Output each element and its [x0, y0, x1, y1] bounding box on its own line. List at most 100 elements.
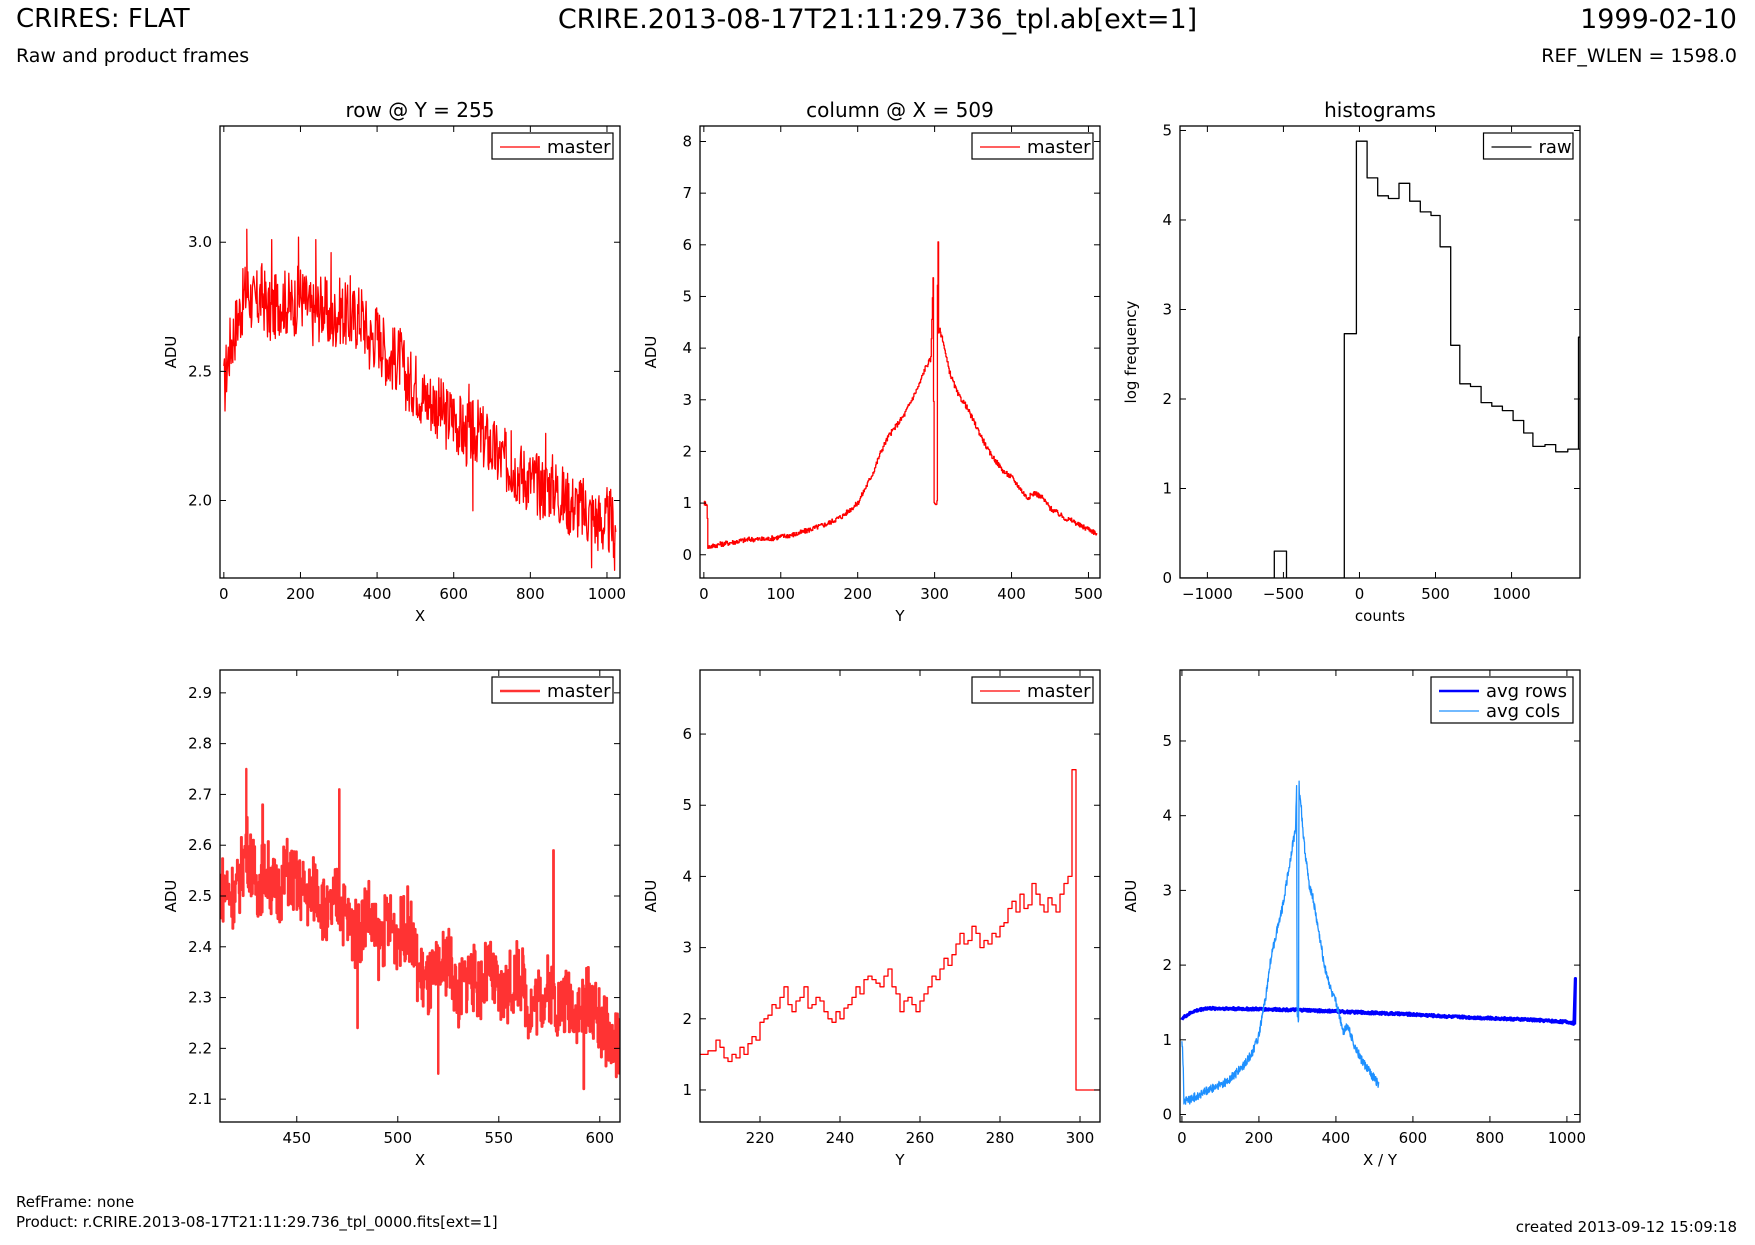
- x-tick-label: 200: [286, 585, 315, 603]
- y-tick-label: 3: [1162, 300, 1172, 318]
- y-axis-label: ADU: [642, 336, 660, 369]
- y-tick-label: 0: [1162, 1106, 1172, 1124]
- y-tick-label: 4: [682, 339, 692, 357]
- x-tick-label: 0: [1177, 1129, 1187, 1147]
- legend-label: master: [547, 137, 611, 158]
- x-tick-label: 1000: [1548, 1129, 1586, 1147]
- y-tick-label: 6: [682, 236, 692, 254]
- legend-label: master: [1027, 137, 1091, 158]
- y-tick-label: 4: [1162, 211, 1172, 229]
- y-tick-label: 2.8: [188, 735, 212, 753]
- x-axis-label: X: [415, 1151, 425, 1169]
- y-tick-label: 2: [1162, 956, 1172, 974]
- y-tick-label: 5: [1162, 732, 1172, 750]
- page-title: CRIRES: FLAT: [16, 4, 190, 34]
- x-tick-label: −1000: [1182, 585, 1233, 603]
- y-tick-label: 3: [682, 939, 692, 957]
- x-tick-label: 1000: [588, 585, 626, 603]
- y-tick-label: 5: [682, 287, 692, 305]
- y-tick-label: 0: [682, 546, 692, 564]
- y-tick-label: 2: [1162, 390, 1172, 408]
- chart-averages: 0 200 400 600 800 1000 0 1 2 3 4 5 X / Y ADU avg rowsa…: [1122, 669, 1586, 1169]
- legend-label: master: [547, 681, 611, 702]
- chart-title: column @ X = 509: [806, 98, 994, 122]
- x-tick-label: 240: [826, 1129, 855, 1147]
- y-tick-label: 6: [682, 725, 692, 743]
- x-tick-label: 0: [1355, 585, 1365, 603]
- chart-title: histograms: [1324, 98, 1436, 122]
- y-tick-label: 3: [1162, 881, 1172, 899]
- x-tick-label: 550: [484, 1129, 513, 1147]
- y-axis-label: ADU: [162, 336, 180, 369]
- x-tick-label: 800: [516, 585, 545, 603]
- axes-frame: [699, 669, 1101, 1123]
- legend: raw: [1482, 132, 1574, 160]
- y-tick-label: 7: [682, 184, 692, 202]
- legend-label: avg rows: [1486, 681, 1567, 702]
- x-tick-label: 600: [439, 585, 468, 603]
- x-tick-label: 200: [1245, 1129, 1274, 1147]
- x-axis-label: Y: [894, 1151, 905, 1169]
- legend-label: raw: [1539, 137, 1572, 158]
- x-tick-label: 0: [219, 585, 229, 603]
- legend-label: master: [1027, 681, 1091, 702]
- legend: master: [971, 676, 1094, 704]
- legend: master: [491, 676, 614, 704]
- chart-title: row @ Y = 255: [346, 98, 495, 122]
- product-label: Product: r.CRIRE.2013-08-17T21:11:29.736…: [16, 1213, 498, 1231]
- x-tick-label: 450: [282, 1129, 311, 1147]
- y-tick-label: 2.7: [188, 785, 212, 803]
- x-tick-label: 600: [585, 1129, 614, 1147]
- y-tick-label: 2.2: [188, 1039, 212, 1057]
- y-tick-label: 2.9: [188, 684, 212, 702]
- y-tick-label: 2.3: [188, 989, 212, 1007]
- x-tick-label: 600: [1399, 1129, 1428, 1147]
- x-tick-label: 0: [699, 585, 709, 603]
- y-axis-label: log frequency: [1122, 300, 1140, 403]
- x-axis-label: X: [415, 607, 425, 625]
- ref-frame-label: RefFrame: none: [16, 1193, 135, 1211]
- legend-box: [971, 676, 1094, 704]
- x-tick-label: 400: [997, 585, 1026, 603]
- x-tick-label: 260: [906, 1129, 935, 1147]
- page-subtitle: Raw and product frames: [16, 45, 250, 67]
- axes-frame: [219, 125, 621, 579]
- x-axis-label: Y: [894, 607, 905, 625]
- y-tick-label: 1: [682, 494, 692, 512]
- legend-box: [971, 132, 1094, 160]
- y-axis-label: ADU: [162, 880, 180, 913]
- chart-column-zoom: 220 240 260 280 300 1 2 3 4 5 6 Y ADU master: [642, 669, 1101, 1169]
- y-axis-label: ADU: [642, 880, 660, 913]
- legend: master: [971, 132, 1094, 160]
- axes-frame: [1179, 125, 1581, 579]
- series-line-raw: [1180, 140, 1580, 578]
- y-tick-label: 5: [682, 796, 692, 814]
- chart-column: 0 100 200 300 400 500 0 1 2 3 4 5 6 7 8 column @ X = 50…: [642, 98, 1103, 625]
- legend-box: [1482, 132, 1574, 160]
- y-tick-label: 1: [1162, 1031, 1172, 1049]
- axes-frame: [1179, 669, 1581, 1123]
- series-line-avg-rows: [1180, 977, 1577, 1026]
- y-tick-label: 5: [1162, 121, 1172, 139]
- created-timestamp: created 2013-09-12 15:09:18: [1515, 1218, 1737, 1236]
- legend-box: [491, 132, 614, 160]
- x-tick-label: 1000: [1492, 585, 1530, 603]
- series-line-avg-cols: [1181, 780, 1380, 1105]
- axes-frame: [699, 125, 1101, 579]
- y-axis-label: ADU: [1122, 880, 1140, 913]
- y-tick-label: 8: [682, 132, 692, 150]
- x-tick-label: 400: [1322, 1129, 1351, 1147]
- y-tick-label: 3: [682, 391, 692, 409]
- y-tick-label: 2.5: [188, 887, 212, 905]
- x-tick-label: −500: [1263, 585, 1304, 603]
- series-line-master: [220, 767, 620, 1091]
- legend-label: avg cols: [1486, 701, 1560, 722]
- series-line-master: [700, 769, 1100, 1091]
- legend: master: [491, 132, 614, 160]
- x-axis-label: X / Y: [1363, 1151, 1398, 1169]
- observation-date: 1999-02-10: [1580, 4, 1737, 35]
- y-tick-label: 1: [682, 1081, 692, 1099]
- x-tick-label: 500: [383, 1129, 412, 1147]
